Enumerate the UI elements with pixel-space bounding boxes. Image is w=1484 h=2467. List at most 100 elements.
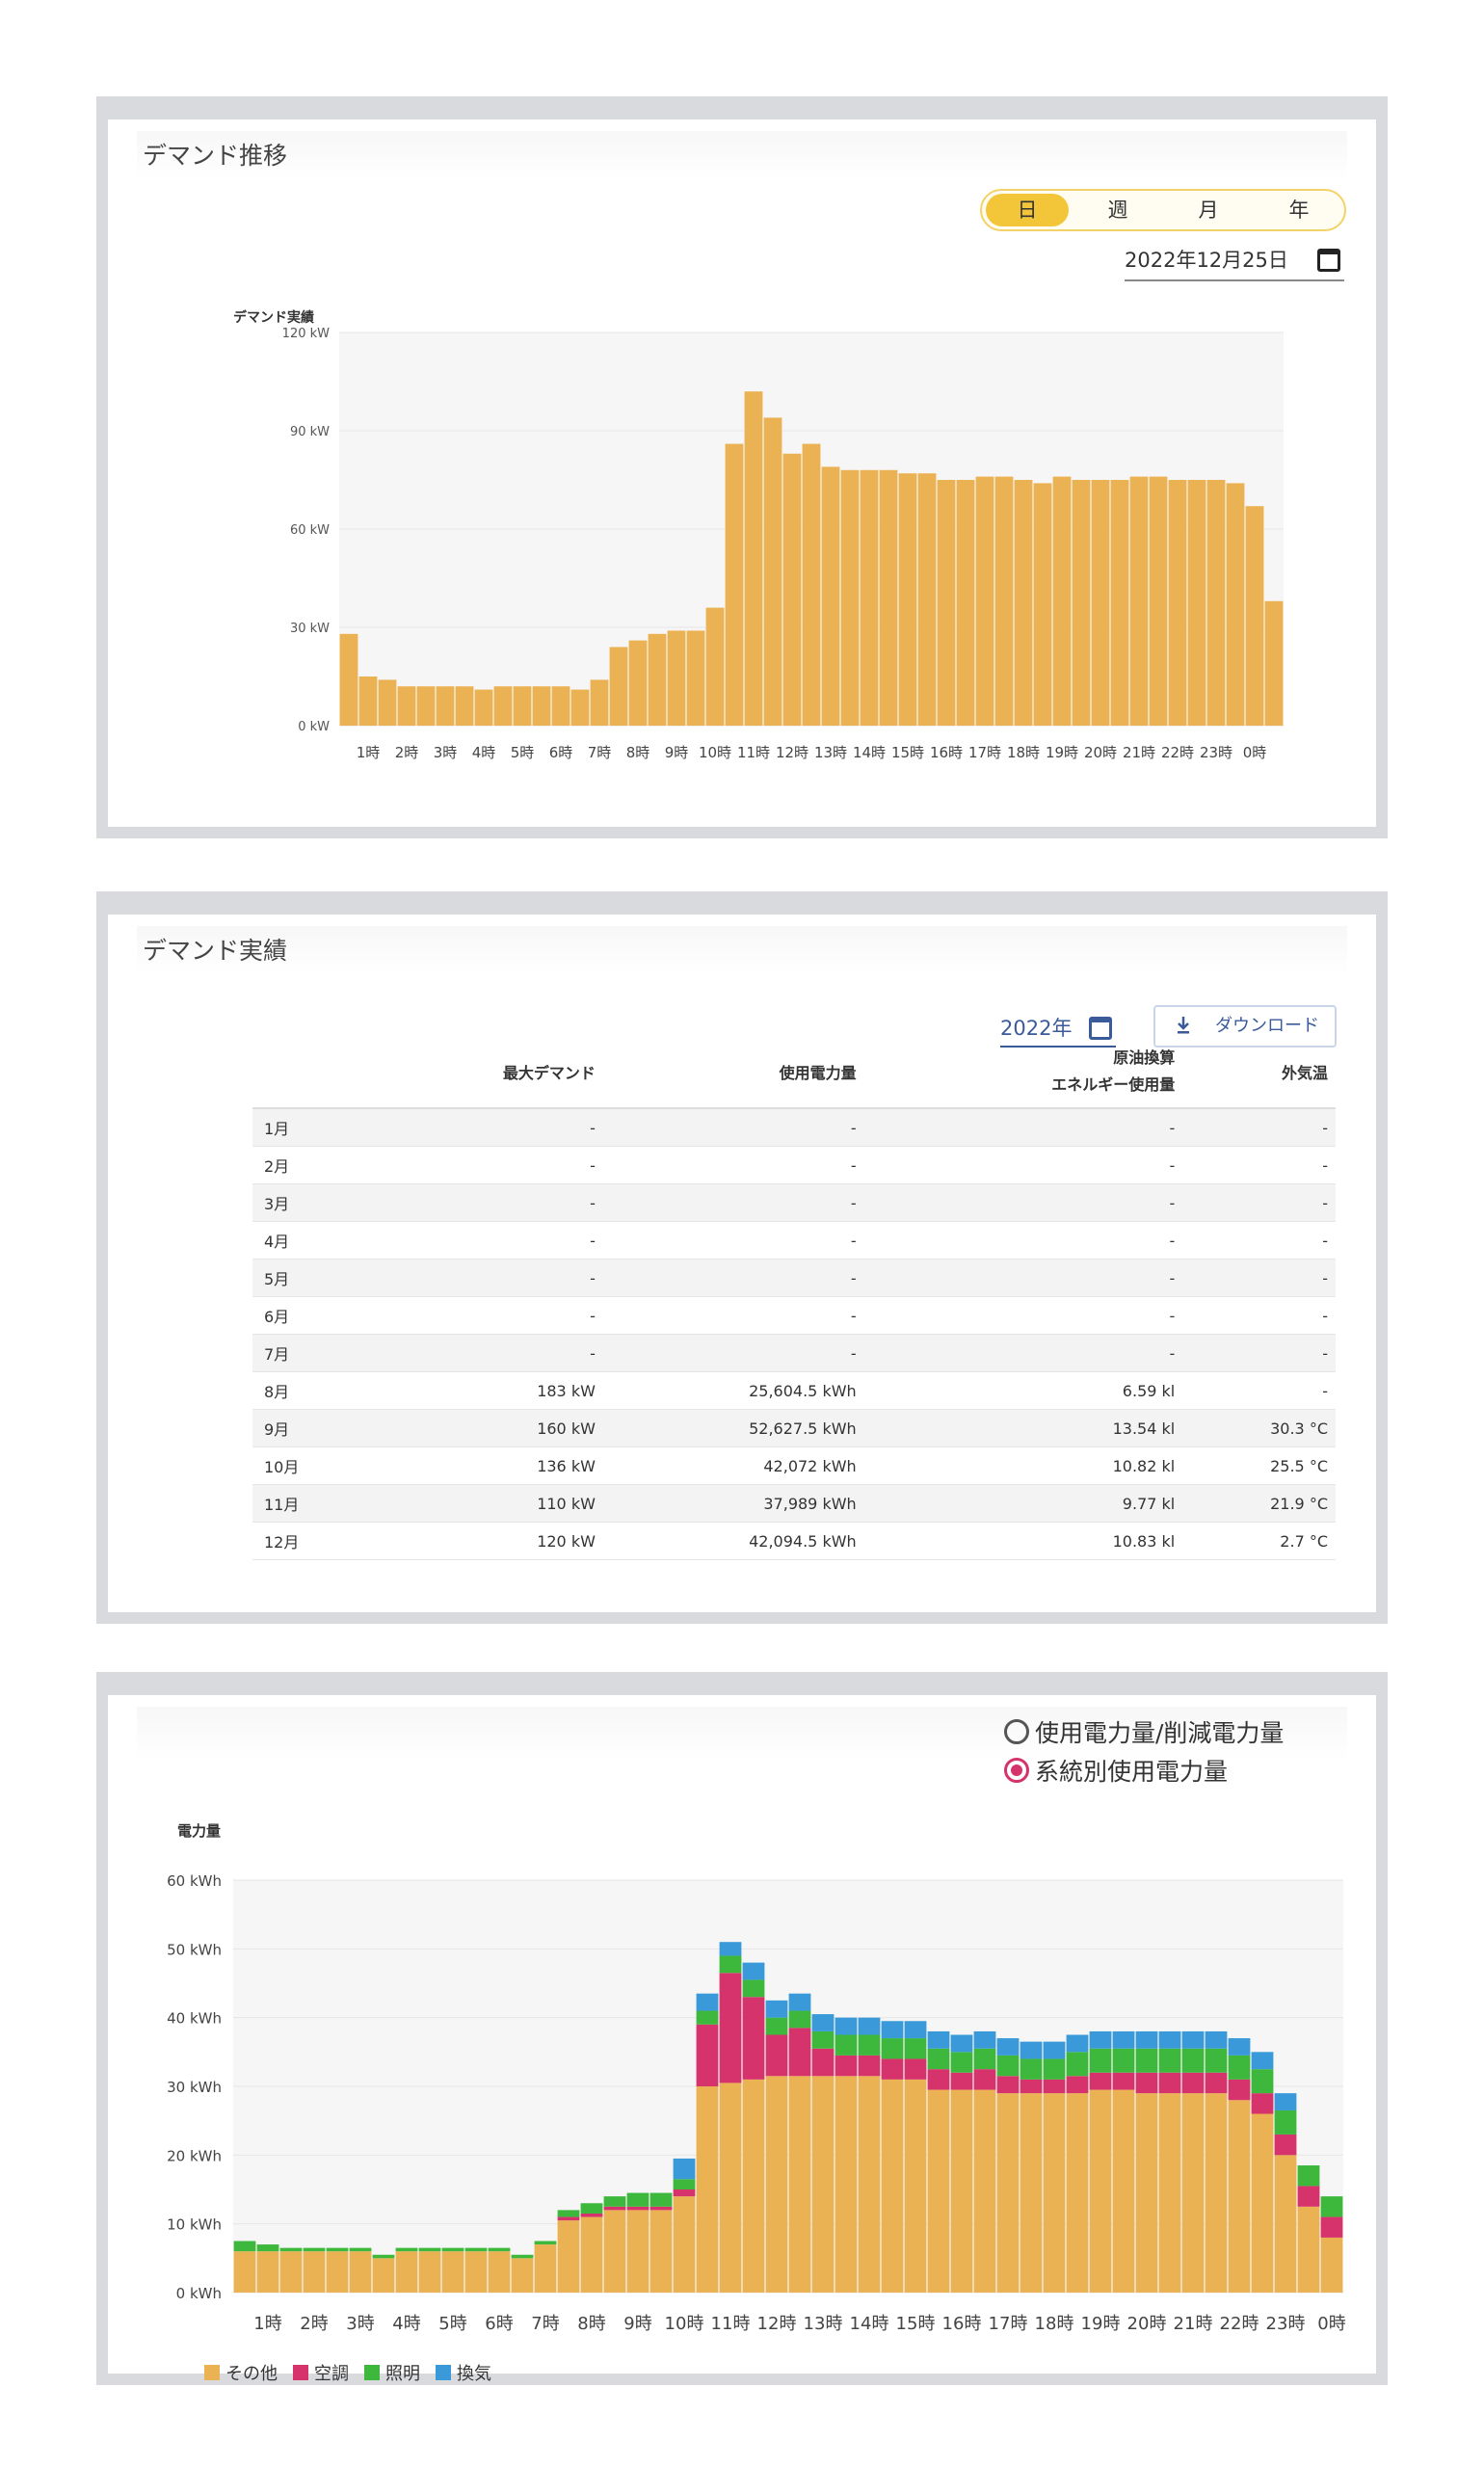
- bar[interactable]: [1091, 480, 1110, 726]
- bar-segment[interactable]: [256, 2244, 279, 2252]
- bar-segment[interactable]: [673, 2196, 696, 2293]
- bar[interactable]: [339, 633, 358, 726]
- bar[interactable]: [570, 689, 590, 726]
- bar-segment[interactable]: [418, 2247, 441, 2252]
- bar-segment[interactable]: [256, 2251, 279, 2293]
- bar[interactable]: [667, 630, 686, 726]
- bar-segment[interactable]: [372, 2254, 395, 2259]
- bar-segment[interactable]: [1228, 2079, 1251, 2101]
- bar-segment[interactable]: [696, 2010, 719, 2025]
- bar-segment[interactable]: [1251, 2113, 1274, 2293]
- bar[interactable]: [802, 443, 821, 726]
- bar-segment[interactable]: [696, 1993, 719, 2011]
- bar-segment[interactable]: [927, 2048, 950, 2070]
- bar-segment[interactable]: [1135, 2048, 1158, 2073]
- bar-segment[interactable]: [1020, 2093, 1043, 2293]
- bar-segment[interactable]: [858, 2076, 881, 2293]
- bar[interactable]: [648, 633, 667, 726]
- bar-segment[interactable]: [303, 2247, 326, 2252]
- bar-segment[interactable]: [673, 2179, 696, 2189]
- bar-segment[interactable]: [788, 2028, 811, 2077]
- bar-segment[interactable]: [1043, 2093, 1066, 2293]
- bar-segment[interactable]: [1228, 2038, 1251, 2056]
- bar-segment[interactable]: [696, 2024, 719, 2086]
- bar[interactable]: [378, 679, 397, 726]
- bar-segment[interactable]: [603, 2206, 626, 2211]
- tab-year[interactable]: 年: [1288, 199, 1310, 222]
- bar-segment[interactable]: [1274, 2155, 1297, 2293]
- bar[interactable]: [917, 473, 937, 726]
- bar-segment[interactable]: [603, 2210, 626, 2293]
- bar-segment[interactable]: [765, 2034, 788, 2077]
- bar-segment[interactable]: [996, 2038, 1020, 2056]
- bar-segment[interactable]: [927, 2030, 950, 2049]
- radio-usage-reduction[interactable]: 使用電力量/削減電力量: [1004, 1714, 1284, 1749]
- bar-segment[interactable]: [464, 2251, 488, 2293]
- bar-segment[interactable]: [303, 2251, 326, 2293]
- bar-segment[interactable]: [881, 2058, 904, 2080]
- bar-segment[interactable]: [811, 2014, 835, 2031]
- bar-segment[interactable]: [811, 2048, 835, 2077]
- bar-segment[interactable]: [719, 1973, 742, 2083]
- bar-segment[interactable]: [673, 2158, 696, 2180]
- bar-segment[interactable]: [742, 1979, 765, 1998]
- bar-segment[interactable]: [742, 1997, 765, 2080]
- bar-segment[interactable]: [1297, 2186, 1320, 2207]
- bar-segment[interactable]: [649, 2210, 673, 2293]
- bar-segment[interactable]: [279, 2247, 303, 2252]
- bar-segment[interactable]: [326, 2247, 349, 2252]
- bar-segment[interactable]: [1205, 2072, 1228, 2094]
- bar-segment[interactable]: [1320, 2196, 1343, 2217]
- bar-segment[interactable]: [395, 2247, 418, 2252]
- bar-segment[interactable]: [1158, 2048, 1181, 2073]
- bar-segment[interactable]: [1181, 2030, 1205, 2049]
- bar-segment[interactable]: [904, 2038, 927, 2059]
- bar-segment[interactable]: [1251, 2069, 1274, 2094]
- bar-segment[interactable]: [811, 2076, 835, 2293]
- bar-segment[interactable]: [1181, 2072, 1205, 2094]
- bar[interactable]: [763, 417, 782, 726]
- bar[interactable]: [860, 469, 879, 726]
- bar-segment[interactable]: [557, 2220, 580, 2293]
- radio-on-icon[interactable]: [1004, 1758, 1029, 1783]
- legend-ventilation[interactable]: 換気: [436, 2360, 491, 2385]
- bar-segment[interactable]: [788, 1993, 811, 2011]
- bar-segment[interactable]: [441, 2247, 464, 2252]
- bar-segment[interactable]: [349, 2247, 372, 2252]
- bar-segment[interactable]: [1297, 2165, 1320, 2187]
- bar[interactable]: [937, 480, 956, 726]
- bar[interactable]: [1129, 476, 1149, 726]
- bar-segment[interactable]: [1274, 2093, 1297, 2110]
- bar-segment[interactable]: [1158, 2072, 1181, 2094]
- bar-segment[interactable]: [1020, 2058, 1043, 2080]
- bar[interactable]: [1052, 476, 1072, 726]
- bar-segment[interactable]: [765, 2076, 788, 2293]
- bar-segment[interactable]: [1020, 2041, 1043, 2059]
- bar-segment[interactable]: [464, 2247, 488, 2252]
- bar-segment[interactable]: [1274, 2109, 1297, 2135]
- bar-segment[interactable]: [534, 2244, 557, 2293]
- bar[interactable]: [705, 607, 725, 726]
- bar-segment[interactable]: [1320, 2237, 1343, 2293]
- bar-segment[interactable]: [765, 2000, 788, 2018]
- bar-segment[interactable]: [904, 2079, 927, 2293]
- bar-segment[interactable]: [1020, 2079, 1043, 2094]
- bar[interactable]: [956, 480, 975, 726]
- bar-segment[interactable]: [950, 2089, 973, 2293]
- bar-segment[interactable]: [1112, 2089, 1135, 2293]
- bar-segment[interactable]: [835, 2076, 858, 2293]
- bar-segment[interactable]: [372, 2258, 395, 2293]
- bar-segment[interactable]: [835, 2034, 858, 2056]
- bar-segment[interactable]: [649, 2192, 673, 2207]
- bar-segment[interactable]: [1112, 2072, 1135, 2090]
- bar-segment[interactable]: [765, 2017, 788, 2035]
- bar[interactable]: [1187, 480, 1206, 726]
- bar-segment[interactable]: [1089, 2072, 1112, 2090]
- radio-by-system[interactable]: 系統別使用電力量: [1004, 1753, 1228, 1788]
- bar-segment[interactable]: [1043, 2079, 1066, 2094]
- bar-segment[interactable]: [1112, 2048, 1135, 2073]
- bar-segment[interactable]: [1112, 2030, 1135, 2049]
- legend-other[interactable]: その他: [204, 2360, 278, 2385]
- bar[interactable]: [609, 647, 628, 726]
- bar-segment[interactable]: [950, 2072, 973, 2090]
